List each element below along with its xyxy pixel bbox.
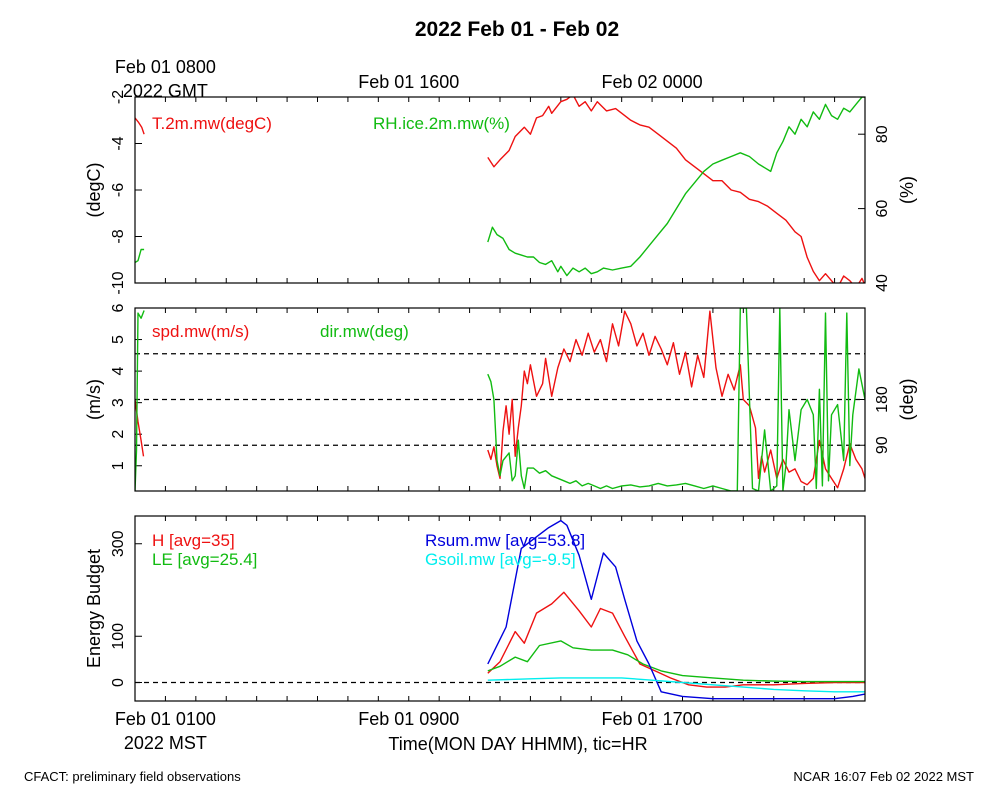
chart-title: 2022 Feb 01 - Feb 02 [415,18,619,41]
bottom-time-labels: Feb 01 0100 2022 MST Feb 01 0900 Feb 01 170… [115,709,703,753]
legend-entry: Gsoil.mw [avg=-9.5] [425,550,576,569]
panel-temperature-humidity: -10 -8 -6 -4 -2 (degC) 40 60 80 (%) T.2m.mw(degC) R… [84,90,917,295]
legend-entry: LE [avg=25.4] [152,550,257,569]
panel-frame [134,96,866,284]
series-line [487,591,865,688]
series-line [135,117,145,135]
bottom-time-label: 2022 MST [124,733,207,753]
y-tick-label-left: -6 [110,183,127,197]
top-time-label: Feb 01 0800 [115,57,216,77]
y-tick-label-left: 4 [110,367,127,376]
y-tick-label-right: 60 [874,200,891,218]
series-line [135,310,145,491]
y-tick-label-right: 40 [874,274,891,292]
y-tick-label-left: 300 [110,530,127,557]
y-tick-label-right: 180 [874,386,891,413]
legend-entry: dir.mw(deg) [320,322,409,341]
plot-area [487,519,865,700]
top-time-labels: Feb 01 0800 2022 GMT Feb 01 1600 Feb 02 000… [115,57,703,101]
y-tick-label-left: 0 [110,678,127,687]
bottom-time-label: Feb 01 1700 [602,709,703,729]
top-time-label: 2022 GMT [123,81,208,101]
y-tick-label-right: 90 [874,436,891,454]
y-tick-label-left: 100 [110,623,127,650]
plot-area [135,308,865,491]
y-axis-label-degc: (degC) [84,162,104,217]
y-tick-label-left: -10 [110,271,127,294]
panel-energy-budget: 0 100 300 Energy Budget H [avg=35]LE [avg=25… [84,515,866,702]
top-time-label: Feb 01 1600 [358,72,459,92]
y-tick-label-left: 6 [110,303,127,312]
y-tick-label-right: 80 [874,125,891,143]
y-tick-label-left: 3 [110,398,127,407]
y-tick-label-left: -8 [110,229,127,243]
legend-entry: spd.mw(m/s) [152,322,249,341]
legend-entry: T.2m.mw(degC) [152,114,272,133]
footer-left: CFACT: preliminary field observations [24,769,241,784]
top-time-label: Feb 02 0000 [602,72,703,92]
bottom-time-label: Feb 01 0900 [358,709,459,729]
series-line [487,308,865,491]
panel-frame [134,515,866,702]
series-line [487,519,865,700]
series-line [487,97,865,277]
y-tick-label-left: -2 [110,90,127,104]
series-line [487,97,865,283]
y-tick-label-left: 1 [110,461,127,470]
series-line [487,677,865,693]
y-axis-label-energy: Energy Budget [84,549,104,668]
plot-area [135,97,865,283]
series-line [135,248,145,264]
legend-entry: Rsum.mw [avg=53.8] [425,531,585,550]
y-tick-label-left: -4 [110,136,127,150]
series-line [487,310,865,489]
y-axis-label-percent: (%) [897,176,917,204]
legend-entry: H [avg=35] [152,531,235,550]
y-tick-label-left: 5 [110,335,127,344]
series-line [487,640,865,683]
legend-entry: RH.ice.2m.mw(%) [373,114,510,133]
footer-right: NCAR 16:07 Feb 02 2022 MST [793,769,974,784]
y-tick-label-left: 2 [110,430,127,439]
y-axis-label-ms: (m/s) [84,379,104,420]
bottom-time-label: Feb 01 0100 [115,709,216,729]
panel-frame [134,307,866,492]
x-axis-label: Time(MON DAY HHMM), tic=HR [388,734,647,754]
panel-wind: 1 2 3 4 5 6 (m/s) 90 180 (deg) spd.mw(m/s) dir.mw(d… [84,303,917,492]
y-axis-label-deg: (deg) [897,378,917,420]
